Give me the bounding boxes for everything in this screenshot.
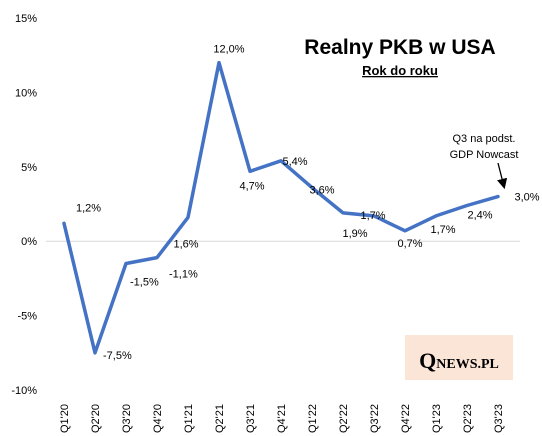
x-tick-label: Q4'21 [276,404,288,433]
data-label: 2,4% [467,209,492,221]
x-tick-label: Q2'23 [462,404,474,433]
x-axis: Q1'20 Q2'20 Q3'20 Q4'20 Q1'21 Q2'21 Q3'21 Q4'21… [59,404,505,433]
y-tick-label: 5% [21,162,37,174]
data-label: -7,5% [103,350,132,362]
data-label: 1,7% [360,210,385,222]
x-tick-label: Q4'22 [400,404,412,433]
data-label: 5,4% [282,156,307,168]
x-tick-label: Q3'21 [245,404,257,433]
y-tick-label: -5% [17,311,37,323]
chart-subtitle: Rok do roku [362,63,438,78]
data-label: 12,0% [213,44,244,56]
x-tick-label: Q2'21 [214,404,226,433]
data-labels: 1,2% -7,5% -1,5% -1,1% 1,6% 12,0% 4,7% 5,4% 3,6%… [76,44,540,362]
data-label: 3,6% [309,185,334,197]
data-label: -1,5% [130,277,159,289]
y-tick-label: -10% [11,385,37,397]
x-tick-label: Q1'21 [183,404,195,433]
x-tick-label: Q1'20 [59,404,71,433]
y-tick-label: 0% [21,236,37,248]
x-tick-label: Q3'23 [493,404,505,433]
x-tick-label: Q3'22 [369,404,381,433]
data-label: 3,0% [514,192,539,204]
y-axis: 15% 10% 5% 0% -5% -10% [11,13,37,397]
x-tick-label: Q4'20 [152,404,164,433]
nowcast-annotation: Q3 na podst. GDP Nowcast [450,133,519,190]
data-label: 1,2% [76,202,101,214]
x-tick-label: Q3'20 [121,404,133,433]
chart-title: Realny PKB w USA [304,36,495,59]
y-tick-label: 15% [15,13,37,25]
series-line-gdp [62,60,500,355]
data-label: 0,7% [397,238,422,250]
logo-background [405,335,513,380]
annotation-line-1: Q3 na podst. [453,133,516,145]
data-label: 1,9% [342,228,367,240]
data-label: 1,6% [173,238,198,250]
x-tick-label: Q1'22 [307,404,319,433]
logo-text: QNEWS.PL [419,348,499,373]
annotation-line-2: GDP Nowcast [450,149,519,161]
annotation-arrow [497,162,508,190]
data-label: -1,1% [169,269,198,281]
qnews-logo: QNEWS.PL [405,335,513,380]
y-tick-label: 10% [15,87,37,99]
x-tick-label: Q1'23 [431,404,443,433]
data-label: 4,7% [239,180,264,192]
data-label: 1,7% [430,224,455,236]
x-tick-label: Q2'22 [338,404,350,433]
x-tick-label: Q2'20 [90,404,102,433]
